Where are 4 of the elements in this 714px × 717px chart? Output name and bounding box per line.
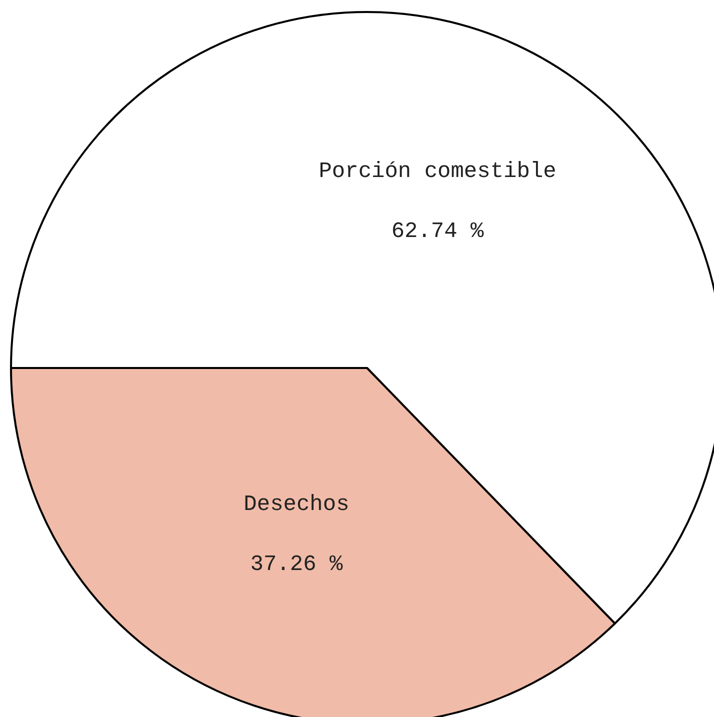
data-label: 62.74 % [391,218,485,244]
data-label: 37.26 % [250,552,344,578]
slice-label: Desechos [244,492,350,518]
slice-label: Porción comestible [318,158,556,184]
